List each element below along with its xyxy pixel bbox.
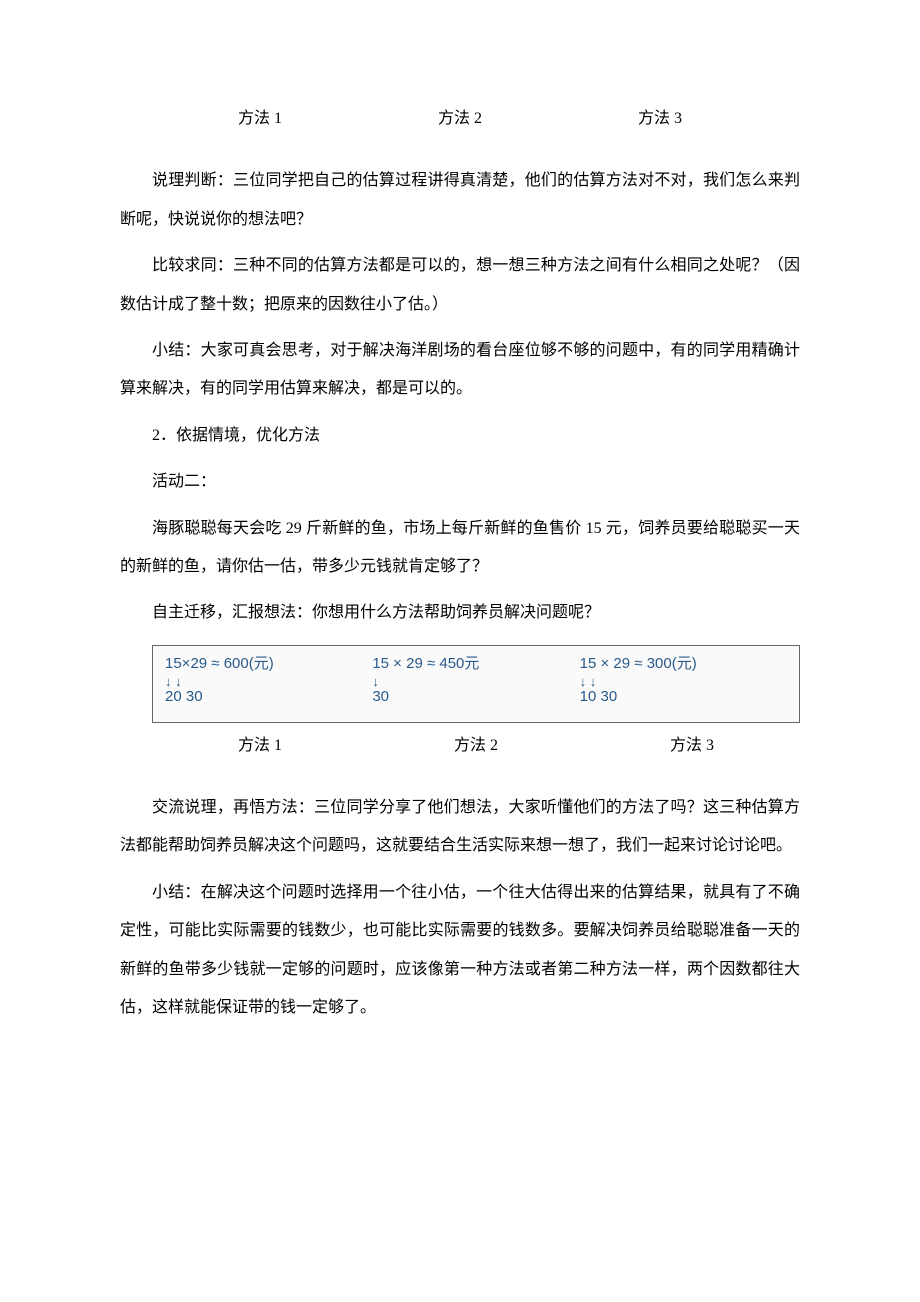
handwritten-methods-box: 15×29 ≈ 600(元) ↓ ↓ 20 30 15 × 29 ≈ 450元 … bbox=[152, 645, 800, 723]
hw-method-2: 15 × 29 ≈ 450元 ↓ 30 bbox=[372, 654, 579, 707]
p7-heading: 小结： bbox=[152, 884, 201, 901]
hw1-rounded: 20 30 bbox=[165, 688, 372, 706]
p3-heading: 小结： bbox=[152, 342, 201, 359]
method-label-1: 方法 1 bbox=[238, 100, 282, 138]
p7-body: 在解决这个问题时选择用一个往小估，一个往大估得出来的估算结果，就具有了不确定性，… bbox=[120, 884, 800, 1016]
paragraph-discuss: 交流说理，再悟方法：三位同学分享了他们想法，大家听懂他们的方法了吗？这三种估算方… bbox=[120, 789, 800, 866]
bottom-method-label-2: 方法 2 bbox=[368, 727, 584, 765]
method-label-3: 方法 3 bbox=[638, 100, 682, 138]
bottom-method-labels-row: 方法 1 方法 2 方法 3 bbox=[120, 727, 800, 765]
section-2-heading: 2．依据情境，优化方法 bbox=[120, 417, 800, 455]
p1-heading: 说理判断： bbox=[152, 172, 233, 189]
p2-heading: 比较求同： bbox=[152, 257, 233, 274]
hw3-rounded: 10 30 bbox=[580, 688, 787, 706]
method-label-2: 方法 2 bbox=[438, 100, 482, 138]
hw3-arrows: ↓ ↓ bbox=[580, 675, 787, 688]
paragraph-problem: 海豚聪聪每天会吃 29 斤新鲜的鱼，市场上每斤新鲜的鱼售价 15 元，饲养员要给… bbox=[120, 510, 800, 587]
hw2-rounded: 30 bbox=[372, 688, 579, 706]
hw-method-3: 15 × 29 ≈ 300(元) ↓ ↓ 10 30 bbox=[580, 654, 787, 707]
hw2-expression: 15 × 29 ≈ 450元 bbox=[372, 654, 579, 674]
p5-heading: 自主迁移，汇报想法： bbox=[152, 604, 312, 621]
top-method-labels-row: 方法 1 方法 2 方法 3 bbox=[120, 100, 800, 138]
hw1-arrows: ↓ ↓ bbox=[165, 675, 372, 688]
paragraph-summary-2: 小结：在解决这个问题时选择用一个往小估，一个往大估得出来的估算结果，就具有了不确… bbox=[120, 874, 800, 1028]
hw1-expression: 15×29 ≈ 600(元) bbox=[165, 654, 372, 674]
p3-body: 大家可真会思考，对于解决海洋剧场的看台座位够不够的问题中，有的同学用精确计算来解… bbox=[120, 342, 800, 397]
paragraph-reasoning: 说理判断：三位同学把自己的估算过程讲得真清楚，他们的估算方法对不对，我们怎么来判… bbox=[120, 162, 800, 239]
paragraph-compare: 比较求同：三种不同的估算方法都是可以的，想一想三种方法之间有什么相同之处呢？（因… bbox=[120, 247, 800, 324]
p6-heading: 交流说理，再悟方法： bbox=[152, 799, 314, 816]
paragraph-transfer: 自主迁移，汇报想法：你想用什么方法帮助饲养员解决问题呢？ bbox=[120, 594, 800, 632]
hw3-expression: 15 × 29 ≈ 300(元) bbox=[580, 654, 787, 674]
hw-method-1: 15×29 ≈ 600(元) ↓ ↓ 20 30 bbox=[165, 654, 372, 707]
activity-2-heading: 活动二： bbox=[120, 463, 800, 501]
paragraph-summary-1: 小结：大家可真会思考，对于解决海洋剧场的看台座位够不够的问题中，有的同学用精确计… bbox=[120, 332, 800, 409]
p5-body: 你想用什么方法帮助饲养员解决问题呢？ bbox=[312, 604, 600, 621]
bottom-method-label-3: 方法 3 bbox=[584, 727, 800, 765]
bottom-method-label-1: 方法 1 bbox=[152, 727, 368, 765]
hw2-arrows: ↓ bbox=[372, 675, 579, 688]
